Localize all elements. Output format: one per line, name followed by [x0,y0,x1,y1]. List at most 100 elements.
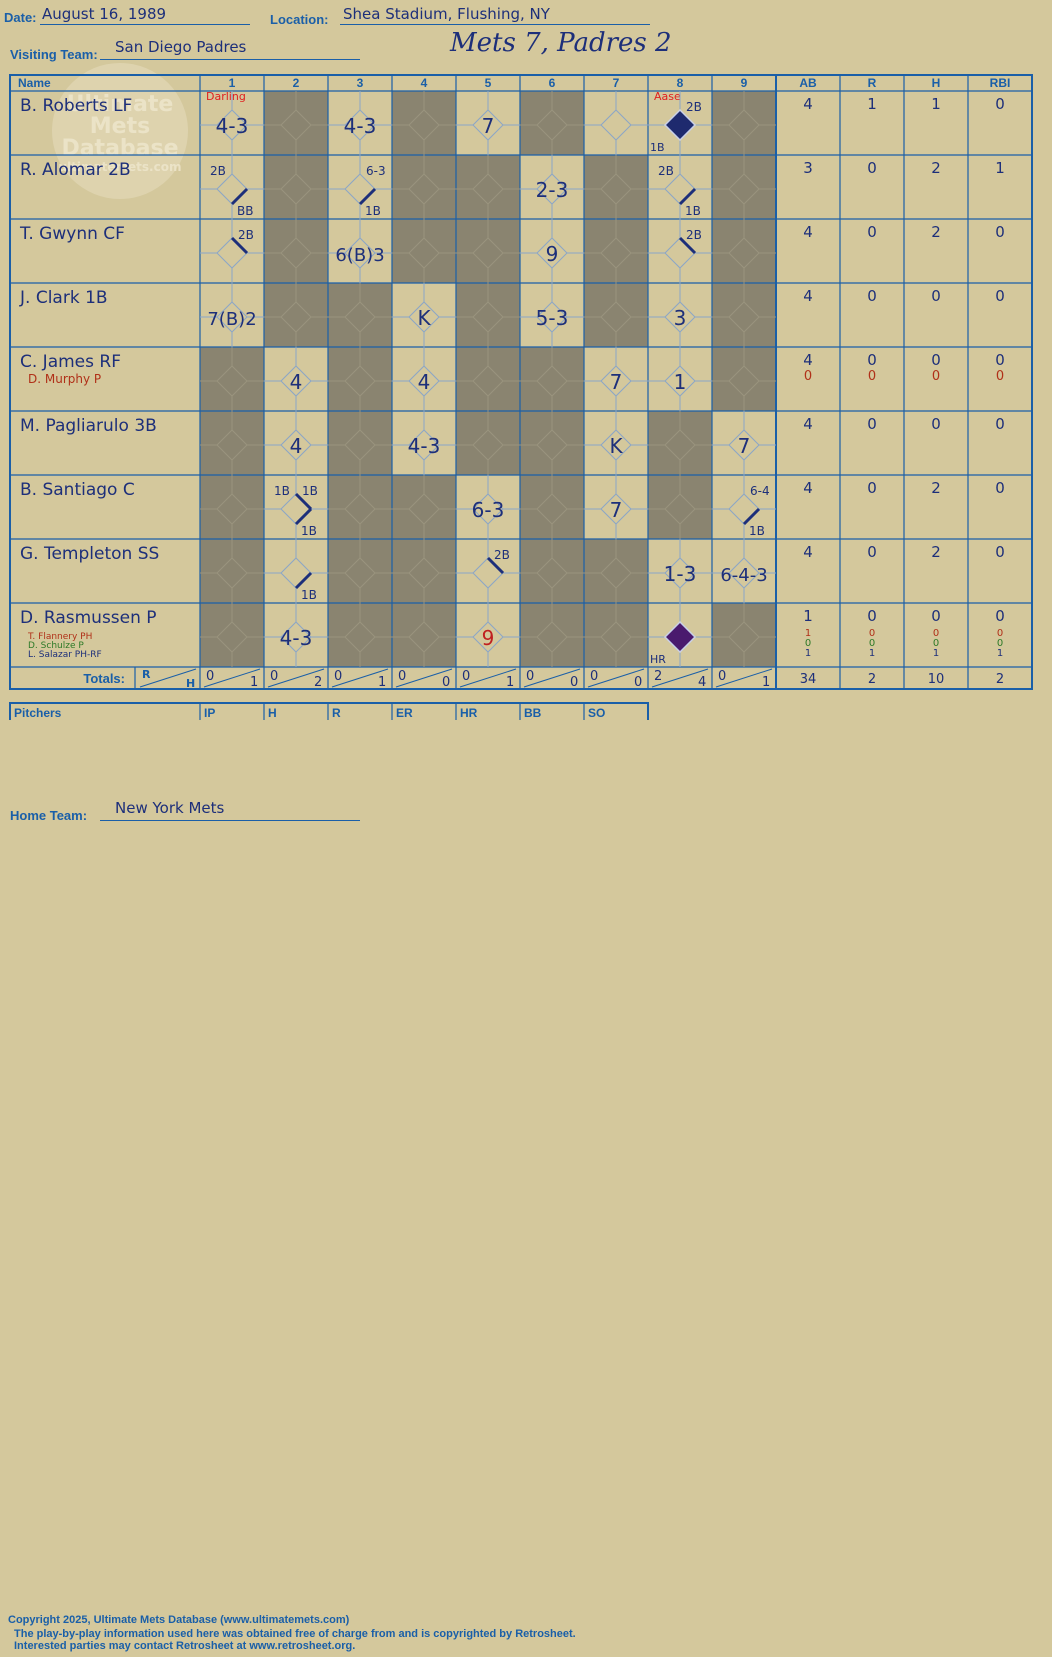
basepath-line [742,507,761,526]
batter-name: C. James RF [20,352,121,372]
inning-runs: 0 [398,669,406,684]
base-diamond [536,109,568,141]
substitute-stat: 0 [997,638,1003,649]
batter-name: R. Alomar 2B [20,160,131,180]
footer-contact: Interested parties may contact Retroshee… [14,1640,356,1652]
base-diamond [600,237,632,269]
base-diamond [472,365,504,397]
base-diamond [216,109,248,141]
scored-run-diamond [663,108,697,142]
play-result: 4-3 [344,114,377,138]
pitchers-header: ER [396,706,413,720]
grid-header: 4 [421,76,428,90]
basepath-line [486,556,505,575]
base-diamond [344,621,376,653]
batter-stat: 0 [995,543,1005,561]
base-diamond [216,429,248,461]
batter-stat: 0 [995,415,1005,433]
play-annotation: 2B [238,228,254,242]
base-diamond [344,301,376,333]
base-diamond [280,237,312,269]
inning-total-slash [267,668,325,688]
inning-runs: 0 [526,669,534,684]
batter-stat: 4 [803,95,813,113]
batter-stat: 1 [803,607,813,625]
date-label: Date: [4,10,37,25]
batter-stat: 0 [931,607,941,625]
play-result: 6-3 [472,498,505,522]
batter-stat: 1 [995,159,1005,177]
batter-stat: 0 [995,351,1005,369]
base-diamond [600,109,632,141]
batter-stat: 0 [867,287,877,305]
inning-total-slash [459,668,517,688]
inning-total-slash [203,668,261,688]
batter-stat: 0 [995,479,1005,497]
substitute-stat: 1 [805,648,811,659]
basepath-line [230,187,249,206]
inning-hits: 0 [442,675,450,690]
inning-runs: 0 [270,669,278,684]
base-diamond [536,621,568,653]
game-location: Shea Stadium, Flushing, NY [343,5,550,23]
batter-stat: 0 [867,159,877,177]
inning-total-slash [523,668,581,688]
play-annotation: 1B [301,524,317,538]
batter-stat: 0 [867,351,877,369]
base-diamond [728,109,760,141]
play-annotation: BB [237,204,253,218]
basepath-line [358,187,377,206]
inning-hits: 1 [762,675,770,690]
play-result: 6-4-3 [720,565,767,586]
substitute-name: T. Flannery PH [27,632,92,642]
substitute-name: D. Murphy P [28,372,101,386]
visiting-underline [100,59,360,60]
base-diamond [600,557,632,589]
inning-runs: 2 [654,669,662,684]
substitute-stat: 0 [804,369,812,384]
base-diamond [536,173,568,205]
base-diamond [536,429,568,461]
base-diamond [472,429,504,461]
base-diamond [408,173,440,205]
pitchers-header: R [332,706,341,720]
play-annotation: 6-3 [366,164,386,178]
substitute-stat: 0 [997,628,1003,639]
grid-header: AB [799,76,817,90]
inning-runs: 0 [462,669,470,684]
grid-header: 1 [229,76,236,90]
base-diamond [216,301,248,333]
play-result: 7 [610,370,623,394]
batter-stat: 2 [931,159,941,177]
base-diamond [344,237,376,269]
home-team-label: Home Team: [10,808,88,823]
substitute-stat: 0 [868,369,876,384]
inning-hits: 1 [506,675,514,690]
play-result: 4 [290,370,303,394]
grid-header: RBI [990,76,1011,90]
substitute-stat: 0 [932,369,940,384]
watermark-text: ultimatemets.com [59,160,182,174]
base-diamond [600,301,632,333]
base-diamond [600,365,632,397]
batter-stat: 0 [931,415,941,433]
substitute-stat: 0 [933,628,939,639]
base-diamond [408,365,440,397]
base-diamond [408,621,440,653]
base-diamond [280,621,312,653]
play-result: 9 [482,626,495,650]
basepath-line [294,507,313,526]
play-result: 4-3 [408,434,441,458]
base-diamond [536,493,568,525]
batter-stat: 0 [867,223,877,241]
base-diamond [216,365,248,397]
base-diamond [728,237,760,269]
batter-stat: 0 [995,223,1005,241]
batter-stat: 0 [995,607,1005,625]
play-annotation: 2B [210,164,226,178]
base-diamond [408,109,440,141]
substitute-name: D. Schulze P [28,641,84,651]
pitchers-header: H [268,706,277,720]
play-result: 1 [674,370,687,394]
